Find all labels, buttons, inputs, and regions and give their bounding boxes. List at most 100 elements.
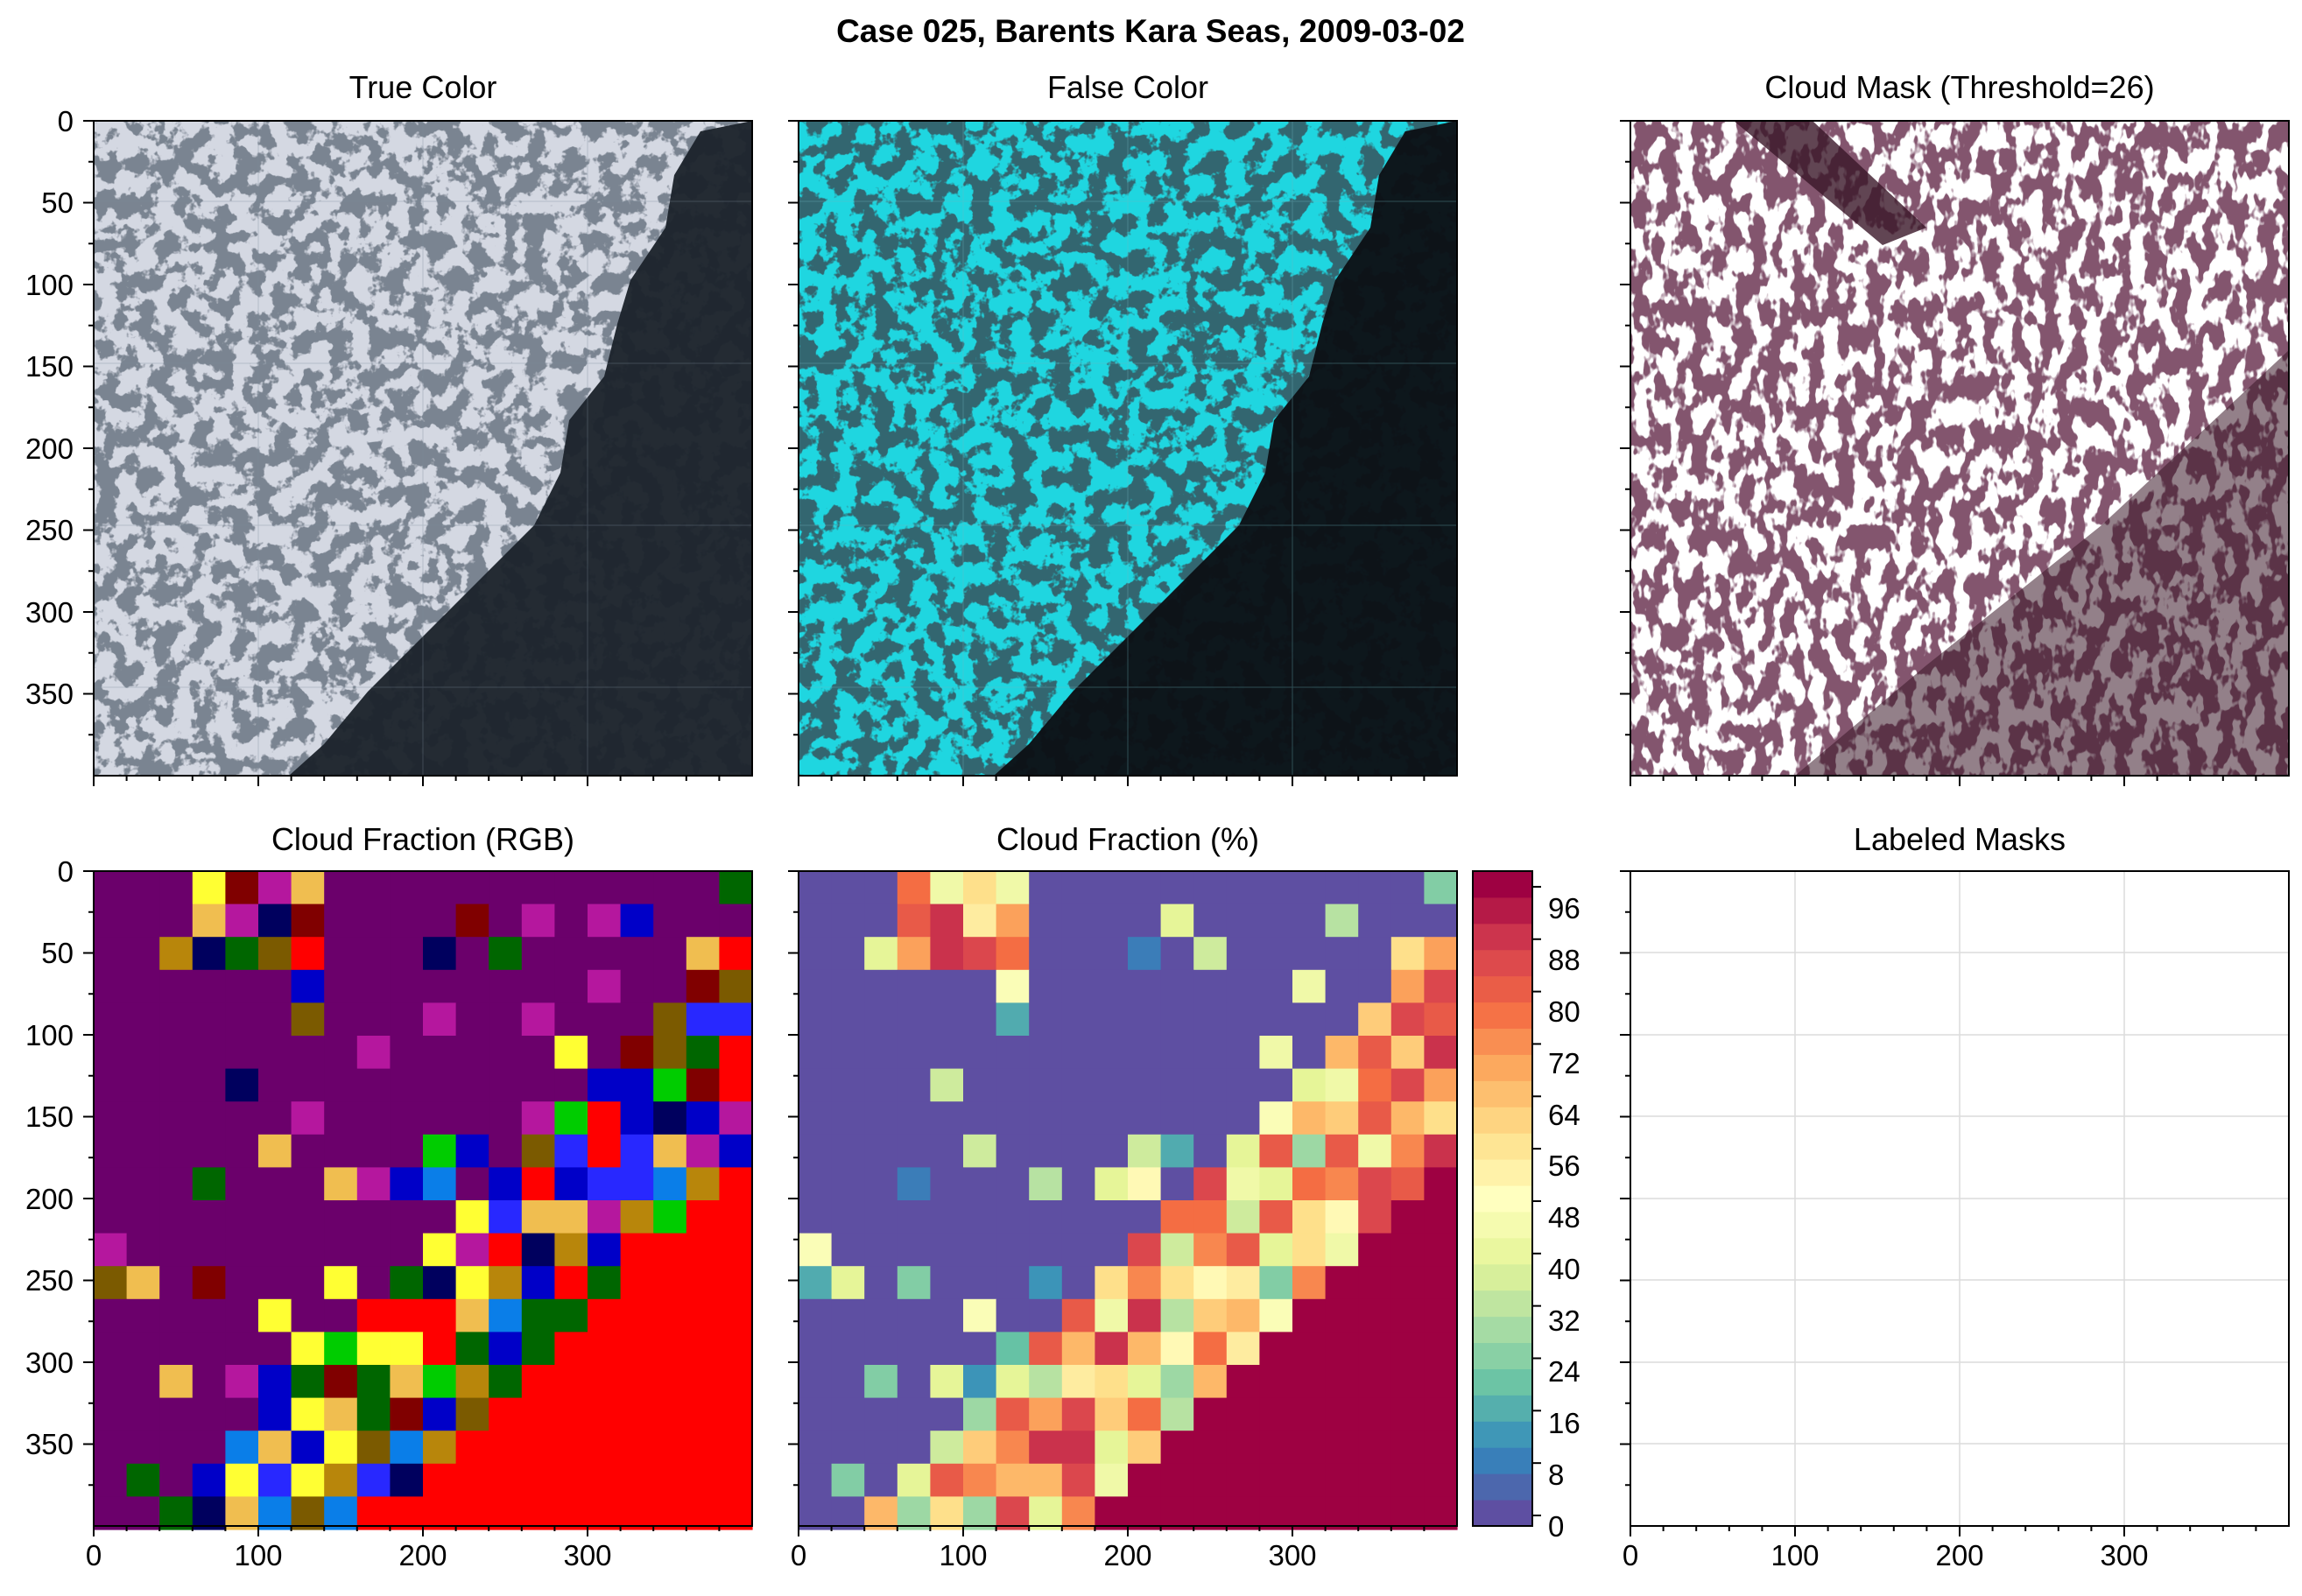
rgb-cell <box>588 937 622 971</box>
rgb-cell <box>554 937 588 971</box>
pct-cell <box>1029 1431 1063 1465</box>
pct-cell <box>930 1200 964 1234</box>
rgb-cell <box>521 1200 555 1234</box>
rgb-cell <box>588 1463 622 1497</box>
rgb-cell <box>291 1397 325 1431</box>
ytick-label: 300 <box>25 596 74 629</box>
pct-cell <box>831 1463 865 1497</box>
colorbar-level <box>1473 1028 1532 1055</box>
panel-false-color: False Color <box>798 69 1458 777</box>
pct-cell <box>1424 903 1458 938</box>
pct-cell <box>1128 1496 1162 1530</box>
pct-cell <box>1226 1167 1260 1201</box>
pct-cell <box>1193 1068 1228 1102</box>
pct-cell <box>831 937 865 971</box>
rgb-cell <box>192 1496 226 1530</box>
colorbar-tick-label: 24 <box>1548 1355 1580 1388</box>
pct-cell <box>897 1036 931 1070</box>
rgb-cell <box>94 1332 128 1366</box>
pct-cell <box>1029 1332 1063 1366</box>
pct-cell <box>1193 1167 1228 1201</box>
pct-cell <box>831 1496 865 1530</box>
rgb-cell <box>225 1101 259 1135</box>
xtick-label: 0 <box>86 1539 102 1571</box>
rgb-cell <box>159 1332 194 1366</box>
colorbar-level <box>1473 1447 1532 1474</box>
pct-cell <box>1292 871 1327 905</box>
rgb-cell <box>686 1068 720 1102</box>
rgb-cell <box>719 969 753 1003</box>
rgb-cell <box>489 1167 523 1201</box>
pct-cell <box>897 1332 931 1366</box>
rgb-cell <box>653 1463 687 1497</box>
pct-cell <box>1292 1463 1327 1497</box>
pct-cell <box>1424 1463 1458 1497</box>
pct-cell <box>1226 969 1260 1003</box>
rgb-cell <box>192 903 226 938</box>
rgb-cell <box>159 1266 194 1300</box>
rgb-cell <box>159 1200 194 1234</box>
rgb-cell <box>423 1134 457 1168</box>
pct-cell <box>897 903 931 938</box>
pct-cell <box>1358 1397 1392 1431</box>
rgb-cell <box>258 871 292 905</box>
rgb-cell <box>653 1298 687 1332</box>
colorbar-level <box>1473 1263 1532 1291</box>
rgb-cell <box>390 1167 424 1201</box>
pct-cell <box>897 1167 931 1201</box>
rgb-cell <box>291 1431 325 1465</box>
ytick-label: 350 <box>25 1428 74 1460</box>
rgb-cell <box>94 1036 128 1070</box>
cloud-mask-image <box>1630 121 2289 776</box>
rgb-cell <box>719 1266 753 1300</box>
rgb-cell <box>356 1200 391 1234</box>
pct-cell <box>1029 1496 1063 1530</box>
rgb-cell <box>356 1266 391 1300</box>
rgb-cell <box>258 1397 292 1431</box>
rgb-cell <box>686 1332 720 1366</box>
rgb-cell <box>94 1101 128 1135</box>
pct-cell <box>996 871 1030 905</box>
rgb-cell <box>324 1431 358 1465</box>
panel-title-false-color: False Color <box>1047 69 1208 105</box>
pct-cell <box>1029 1036 1063 1070</box>
pct-cell <box>1160 903 1194 938</box>
pct-cell <box>864 937 898 971</box>
rgb-cell <box>258 1463 292 1497</box>
rgb-cell <box>258 1266 292 1300</box>
pct-cell <box>1029 1002 1063 1037</box>
pct-cell <box>1095 1134 1129 1168</box>
rgb-cell <box>159 1397 194 1431</box>
rgb-cell <box>521 1068 555 1102</box>
rgb-cell <box>94 1266 128 1300</box>
colorbar-level <box>1473 1395 1532 1422</box>
rgb-cell <box>455 969 489 1003</box>
pct-cell <box>1259 969 1293 1003</box>
yaxis-true-color: 0 50 100 150 200 250 300 350 <box>25 105 74 710</box>
ytick-label: 150 <box>25 350 74 383</box>
rgb-cell <box>423 1298 457 1332</box>
pct-cell <box>799 1101 833 1135</box>
panel-true-color: True Color 0 50 100 150 200 250 300 350 <box>25 69 753 777</box>
rgb-cell <box>356 903 391 938</box>
rgb-cell <box>455 1431 489 1465</box>
pct-cell <box>1193 1233 1228 1267</box>
rgb-cell <box>225 1002 259 1037</box>
pct-cell <box>1095 1431 1129 1465</box>
rgb-cell <box>489 1365 523 1399</box>
xaxis-cloud-fraction-rgb: 0 100 200 300 <box>86 1539 612 1571</box>
rgb-cell <box>653 1002 687 1037</box>
rgb-cell <box>620 1167 654 1201</box>
rgb-cell <box>159 1431 194 1465</box>
rgb-cell <box>423 1365 457 1399</box>
pct-cell <box>1226 1266 1260 1300</box>
rgb-cell <box>653 1200 687 1234</box>
pct-cell <box>1061 1365 1095 1399</box>
pct-cell <box>799 1397 833 1431</box>
ytick-label: 0 <box>58 105 74 137</box>
pct-cell <box>1061 1496 1095 1530</box>
pct-cell <box>996 1036 1030 1070</box>
pct-cell <box>831 1365 865 1399</box>
rgb-cell <box>126 1101 160 1135</box>
rgb-cell <box>258 1200 292 1234</box>
